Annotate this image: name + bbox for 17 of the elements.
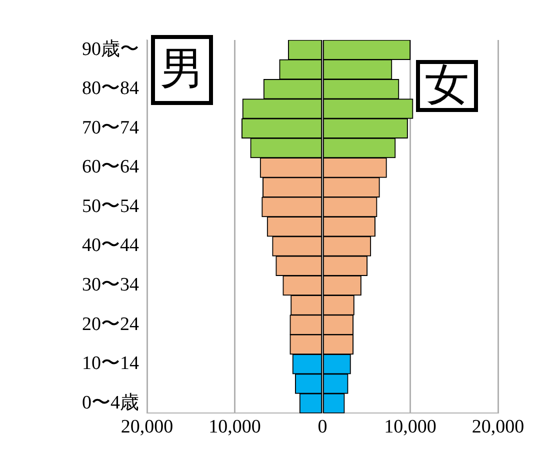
series-label: 男 [160, 43, 204, 94]
series-label: 女 [425, 59, 469, 110]
y-tick-label: 90歳〜 [82, 38, 139, 60]
y-tick-label: 0〜4歳 [82, 392, 139, 414]
y-tick-label: 20〜24 [82, 314, 140, 335]
y-tick-label: 30〜34 [82, 274, 140, 296]
x-tick-label: 10,000 [384, 416, 436, 438]
x-tick-label: 0 [318, 416, 328, 438]
y-tick-label: 10〜14 [82, 353, 140, 374]
y-tick-label: 70〜74 [82, 117, 140, 138]
x-tick-label: 20,000 [472, 416, 524, 438]
y-tick-label: 60〜64 [82, 156, 140, 178]
x-tick-label: 10,000 [208, 416, 261, 438]
y-tick-label: 40〜44 [82, 235, 140, 256]
x-tick-label: 20,000 [120, 416, 174, 438]
y-tick-label: 80〜84 [82, 78, 140, 100]
y-tick-label: 50〜54 [82, 196, 140, 217]
